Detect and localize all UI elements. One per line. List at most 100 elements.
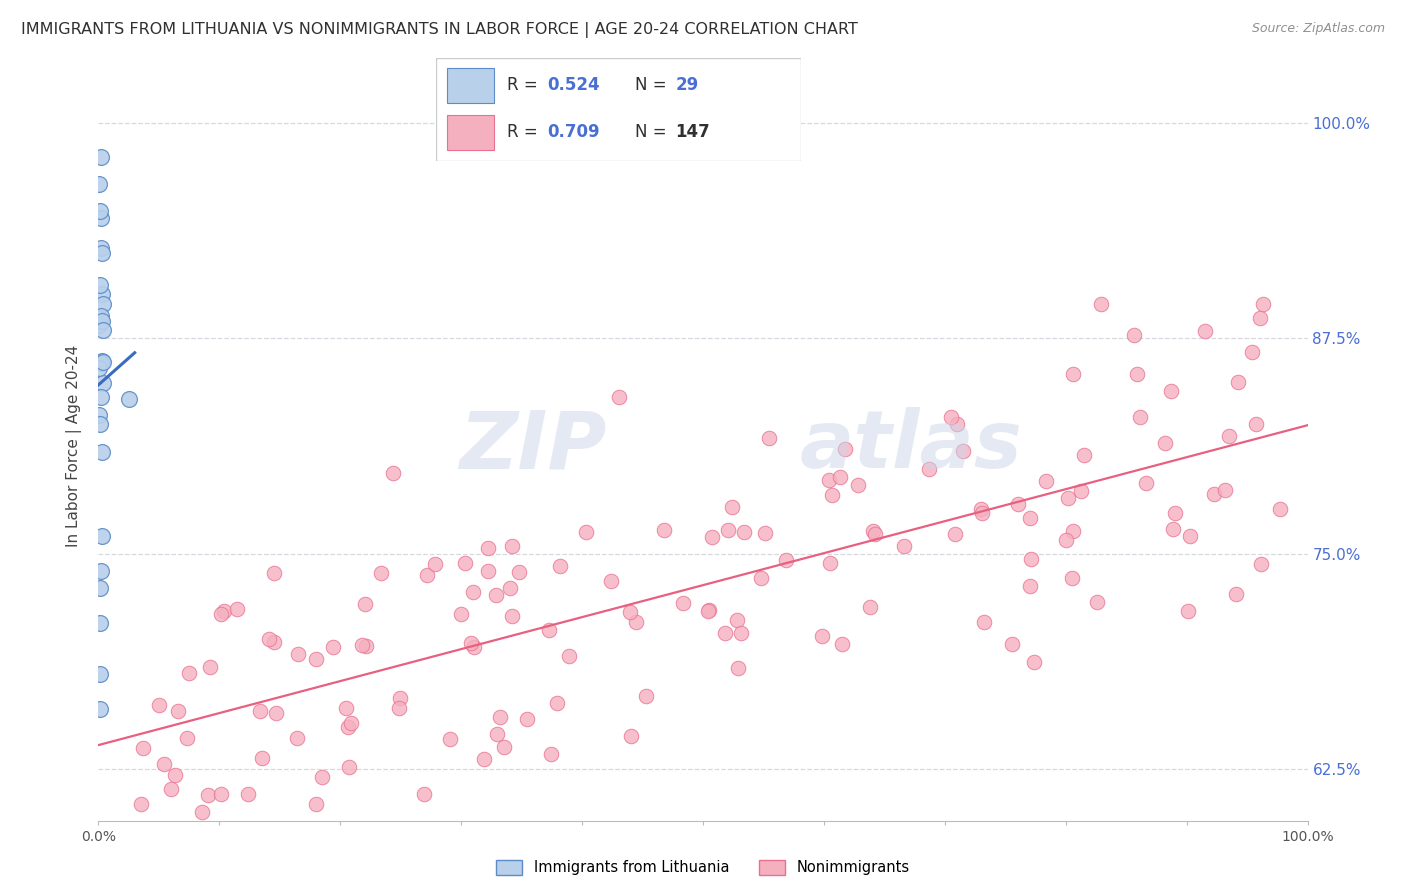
Point — [488, 710, 510, 724]
Point — [266, 706, 288, 720]
Point — [416, 568, 439, 582]
Point — [89, 361, 111, 376]
Point — [1018, 579, 1040, 593]
Point — [212, 604, 235, 618]
Point — [775, 553, 797, 567]
Text: 147: 147 — [675, 123, 710, 141]
Point — [450, 607, 472, 621]
Point — [818, 557, 841, 571]
Point — [191, 805, 214, 819]
Point — [1073, 448, 1095, 462]
FancyBboxPatch shape — [436, 58, 801, 161]
Point — [548, 559, 571, 574]
Point — [335, 701, 357, 715]
Point — [1177, 604, 1199, 618]
Point — [153, 757, 176, 772]
Point — [477, 564, 499, 578]
Point — [1194, 325, 1216, 339]
Point — [477, 541, 499, 555]
Point — [1007, 497, 1029, 511]
Point — [1163, 522, 1185, 536]
Point — [209, 788, 232, 802]
Point — [700, 531, 723, 545]
Point — [91, 444, 114, 458]
Point — [918, 462, 941, 476]
Point — [754, 525, 776, 540]
Point — [952, 443, 974, 458]
Point — [90, 390, 112, 404]
Point — [1056, 491, 1078, 506]
Point — [516, 712, 538, 726]
Point — [1135, 475, 1157, 490]
Point — [263, 566, 285, 580]
Point — [1244, 417, 1267, 432]
Bar — [447, 69, 495, 103]
Legend: Immigrants from Lithuania, Nonimmigrants: Immigrants from Lithuania, Nonimmigrants — [491, 854, 915, 880]
Point — [257, 632, 280, 646]
Point — [285, 731, 308, 746]
Point — [485, 588, 508, 602]
Text: 29: 29 — [675, 76, 699, 95]
Point — [336, 720, 359, 734]
Point — [508, 565, 530, 579]
Point — [236, 787, 259, 801]
Point — [1160, 384, 1182, 398]
Point — [733, 524, 755, 539]
Point — [90, 245, 112, 260]
Point — [200, 660, 222, 674]
Point — [1202, 487, 1225, 501]
Point — [862, 524, 884, 538]
Point — [177, 666, 200, 681]
Point — [652, 524, 675, 538]
Point — [356, 639, 378, 653]
Point — [89, 701, 111, 715]
Text: IMMIGRANTS FROM LITHUANIA VS NONIMMIGRANTS IN LABOR FORCE | AGE 20-24 CORRELATIO: IMMIGRANTS FROM LITHUANIA VS NONIMMIGRAN… — [21, 22, 858, 38]
Point — [337, 760, 360, 774]
Point — [1090, 297, 1112, 311]
Point — [460, 636, 482, 650]
Point — [352, 638, 374, 652]
Point — [939, 409, 962, 424]
Point — [1164, 507, 1187, 521]
Point — [1270, 502, 1292, 516]
Point — [501, 540, 523, 554]
Point — [148, 698, 170, 712]
Point — [252, 751, 274, 765]
Point — [1153, 435, 1175, 450]
Point — [389, 690, 412, 705]
Point — [91, 296, 114, 310]
Text: Source: ZipAtlas.com: Source: ZipAtlas.com — [1251, 22, 1385, 36]
Point — [620, 729, 643, 743]
Point — [226, 601, 249, 615]
Point — [413, 787, 436, 801]
Point — [305, 797, 328, 812]
Point — [575, 524, 598, 539]
Point — [1122, 328, 1144, 343]
Point — [970, 501, 993, 516]
Point — [945, 417, 967, 432]
Point — [716, 524, 738, 538]
Point — [322, 640, 344, 655]
Point — [423, 558, 446, 572]
Point — [90, 211, 112, 225]
Point — [118, 392, 141, 406]
Point — [132, 741, 155, 756]
Point — [619, 606, 641, 620]
Point — [90, 354, 112, 368]
Point — [634, 689, 657, 703]
Point — [1019, 511, 1042, 525]
Point — [1035, 474, 1057, 488]
Point — [388, 701, 411, 715]
Point — [90, 151, 112, 165]
Point — [89, 318, 111, 332]
Point — [699, 602, 721, 616]
Point — [863, 527, 886, 541]
Point — [340, 716, 363, 731]
Point — [492, 739, 515, 754]
Point — [472, 752, 495, 766]
Point — [305, 651, 328, 665]
Point — [1129, 410, 1152, 425]
Point — [91, 354, 114, 368]
Point — [89, 615, 111, 630]
Point — [89, 203, 111, 218]
